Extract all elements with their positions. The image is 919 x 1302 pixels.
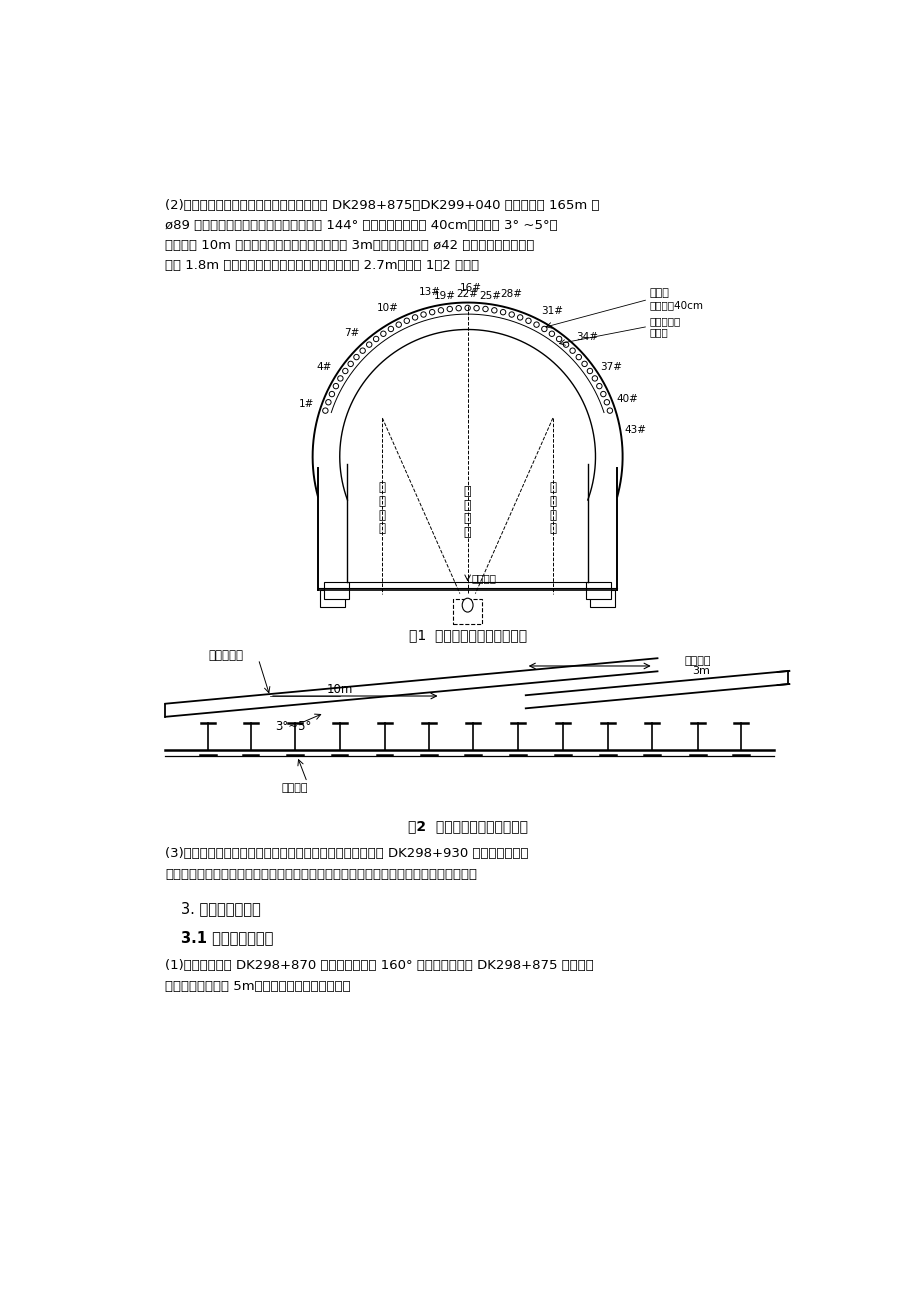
Text: 路: 路 (549, 495, 556, 508)
Bar (590, 590, 614, 607)
Text: 40#: 40# (616, 395, 638, 404)
Text: 环向间距40cm: 环向间距40cm (649, 301, 703, 311)
Text: 中心线: 中心线 (649, 327, 668, 337)
Text: 3m: 3m (692, 667, 709, 676)
Text: 25#: 25# (479, 290, 501, 301)
Text: 1#: 1# (298, 400, 313, 409)
Text: (2)为确保浅埋、软弱围岩段开挖的安全，在 DK298+875＾DK299+040 浅埋段设长 165m 的: (2)为确保浅埋、软弱围岩段开挖的安全，在 DK298+875＾DK299+04… (165, 199, 599, 212)
Text: 4#: 4# (315, 362, 331, 372)
Text: 3.1 施工作业面设置: 3.1 施工作业面设置 (181, 930, 273, 945)
Text: 搞接长度: 搞接长度 (684, 656, 710, 665)
Text: 表水塘进行排水处理，排干水塘内的积水，并确保隅道施工该段落时水塘处于干涸状态。: 表水塘进行排水处理，排干水塘内的积水，并确保隅道施工该段落时水塘处于干涸状态。 (165, 867, 477, 880)
Text: 线: 线 (549, 522, 556, 535)
Text: 3. 中管棚施工工艺: 3. 中管棚施工工艺 (181, 901, 260, 917)
Text: 22#: 22# (456, 289, 478, 299)
Text: 向每 1.8m 设一环，纵向相邻两排的水平投影搞接 2.7m。如图 1、2 所示。: 向每 1.8m 设一环，纵向相邻两排的水平投影搞接 2.7m。如图 1、2 所示… (165, 259, 479, 272)
Text: 19#: 19# (434, 290, 456, 301)
Text: 28#: 28# (500, 289, 522, 298)
Text: 34#: 34# (576, 332, 598, 342)
Text: 预留核心土平台长 5m，作为中管棚的工作平台。: 预留核心土平台长 5m，作为中管棚的工作平台。 (165, 980, 351, 993)
Text: ø89 中管棚进行超前支护，管棚设在拱部 144° 范围内，环向间距 40cm，外插角 3° ~5°，: ø89 中管棚进行超前支护，管棚设在拱部 144° 范围内，环向间距 40cm，… (165, 219, 558, 232)
Text: (1)当上导开挖至 DK298+870 位置时，按拱顶 160° 范围环向开挖至 DK298+875 掌子面，: (1)当上导开挖至 DK298+870 位置时，按拱顶 160° 范围环向开挖至… (165, 960, 594, 973)
Text: 路: 路 (379, 495, 385, 508)
Text: 内轨顶面: 内轨顶面 (471, 573, 496, 583)
Text: 洞: 洞 (463, 499, 471, 512)
Text: 线: 线 (549, 480, 556, 493)
Text: 13#: 13# (418, 288, 440, 297)
Text: 16#: 16# (460, 283, 481, 293)
Text: 31#: 31# (541, 306, 562, 315)
Text: 43#: 43# (624, 426, 645, 435)
Text: 图1  洞身段中管棚正面布置图: 图1 洞身段中管棚正面布置图 (408, 628, 526, 642)
Text: 洞身中管棚: 洞身中管棚 (208, 648, 243, 661)
Text: 线: 线 (379, 522, 385, 535)
Text: 37#: 37# (600, 362, 622, 372)
Text: 型钉钉架: 型钉钉架 (281, 784, 308, 793)
Text: 7#: 7# (344, 328, 359, 339)
Text: 中管棚布设: 中管棚布设 (649, 316, 680, 326)
Text: 中: 中 (379, 509, 385, 522)
Text: 线: 线 (379, 480, 385, 493)
Text: 管棚长度 10m 一环，两环之间搞接长度不小于 3m。中管棚之间设 ø42 超前小导管支护，纵: 管棚长度 10m 一环，两环之间搞接长度不小于 3m。中管棚之间设 ø42 超前… (165, 238, 534, 251)
Text: 图2  洞身段中管棚纵向布置图: 图2 洞身段中管棚纵向布置图 (407, 819, 528, 833)
Text: 10#: 10# (377, 302, 399, 312)
Bar (585, 582, 610, 599)
Bar (323, 582, 348, 599)
Ellipse shape (461, 598, 472, 612)
Bar (452, 599, 482, 624)
Text: 10m: 10m (326, 684, 353, 697)
Text: 中管棚: 中管棚 (649, 288, 669, 298)
Text: 3°~5°: 3°~5° (275, 720, 312, 733)
Text: 中: 中 (463, 513, 471, 526)
Text: 明: 明 (463, 484, 471, 497)
Text: (3)同时，为了确保隅道施工期间安全，在该浅埋段施工前对 DK298+930 处（最低点）地: (3)同时，为了确保隅道施工期间安全，在该浅埋段施工前对 DK298+930 处… (165, 846, 528, 859)
Text: 线: 线 (463, 526, 471, 539)
Text: 中: 中 (549, 509, 556, 522)
Bar (320, 590, 345, 607)
